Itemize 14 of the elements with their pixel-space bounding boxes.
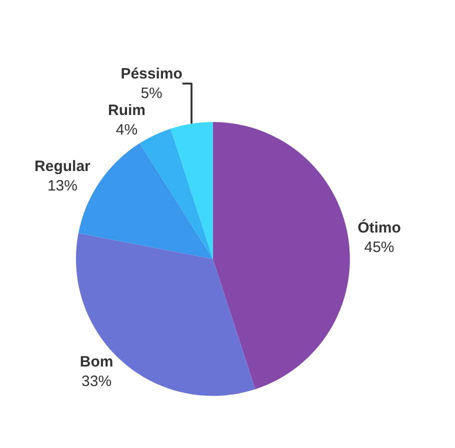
slice-label: Ótimo	[358, 218, 401, 236]
slice-label: Péssimo	[120, 65, 182, 82]
slice-label: Ruim	[108, 102, 146, 119]
data-label: 5%	[140, 84, 162, 102]
pie-slice	[140, 128, 213, 259]
data-label: 4%	[116, 121, 138, 138]
data-label: 13%	[47, 177, 78, 194]
slice-label: Bom	[80, 354, 114, 371]
slice-label: Regular	[34, 158, 91, 175]
data-label: 45%	[364, 238, 394, 256]
pie-slice	[170, 122, 213, 259]
data-label: 33%	[82, 373, 112, 390]
pie-slice	[212, 122, 350, 390]
pie-slice	[76, 233, 256, 396]
